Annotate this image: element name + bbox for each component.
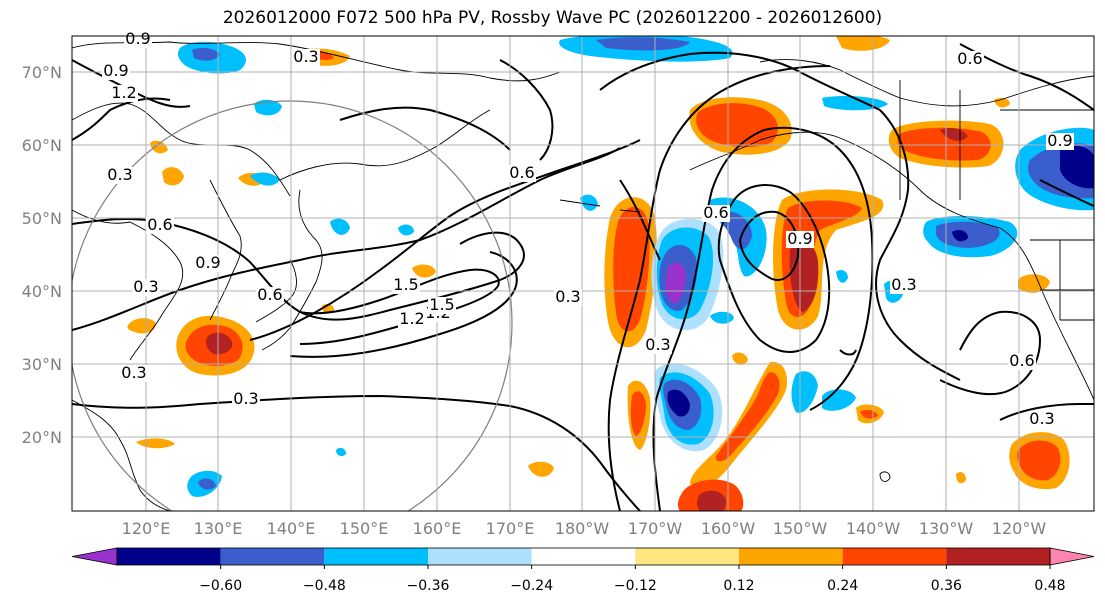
colorbar-segment — [117, 548, 221, 565]
colorbar-segment — [635, 548, 739, 565]
colorbar-segment — [739, 548, 843, 565]
latitude-label: 30°N — [22, 355, 62, 374]
contour-label: 0.6 — [957, 49, 982, 68]
colorbar-tick-label: 0.36 — [931, 578, 962, 594]
contour-label-bg — [1046, 133, 1074, 150]
longitude-label: 120°E — [122, 519, 171, 538]
colorbar-tick-label: −0.60 — [199, 578, 242, 594]
contour-label-bg — [146, 217, 174, 234]
contour-label-bg — [702, 205, 730, 222]
contour-label-bg — [120, 365, 148, 382]
latitude-labels: 70°N 60°N 50°N 40°N 30°N 20°N — [22, 63, 62, 447]
longitude-label: 170°E — [486, 519, 535, 538]
colorbar-tick-label: −0.12 — [614, 578, 657, 594]
gridlines — [72, 36, 1094, 511]
colorbar: −0.60 −0.48 −0.36 −0.24 −0.12 0.12 0.24 0.36 0.4… — [71, 547, 1095, 594]
colorbar-segment — [428, 548, 532, 565]
contour-label-bg — [106, 167, 134, 184]
contour-label-bg — [232, 391, 260, 408]
latitude-label: 60°N — [22, 136, 62, 155]
contour-label-bg — [132, 279, 160, 296]
longitude-label: 130°W — [919, 519, 974, 538]
contour-label-bg — [644, 337, 672, 354]
coastlines — [72, 41, 1094, 511]
contour-label: 0.3 — [233, 389, 258, 408]
latitude-label: 70°N — [22, 63, 62, 82]
colorbar-tick-label: −0.24 — [510, 578, 553, 594]
longitude-label: 170°W — [628, 519, 683, 538]
contour-label-bg — [124, 31, 152, 48]
contour-label: 0.6 — [703, 203, 728, 222]
contour-label: 0.6 — [509, 163, 534, 182]
contour-label: 0.9 — [103, 61, 128, 80]
contour-label-bg — [1008, 353, 1036, 370]
contour-label: 0.9 — [195, 253, 220, 272]
contour-label: 1.2 — [111, 83, 136, 102]
longitude-label: 120°W — [992, 519, 1047, 538]
contour-label-bg — [554, 289, 582, 306]
latitude-label: 20°N — [22, 428, 62, 447]
contour-label: 1.5 — [429, 295, 454, 314]
contour-label: 0.9 — [125, 29, 150, 48]
contour-label: 1.2 — [399, 309, 424, 328]
contour-label-bg — [508, 165, 536, 182]
colorbar-tick-label: 0.12 — [723, 578, 754, 594]
contour-label-bg — [786, 231, 814, 248]
contour-label-bg — [956, 51, 984, 68]
longitude-label: 150°W — [773, 519, 828, 538]
contour-label: 0.3 — [133, 277, 158, 296]
contour-label: 0.3 — [1029, 409, 1054, 428]
colorbar-segment — [531, 548, 636, 565]
contour-label: 0.9 — [1047, 131, 1072, 150]
contour-label: 0.3 — [121, 363, 146, 382]
longitude-label: 150°E — [340, 519, 389, 538]
contour-label: 0.6 — [147, 215, 172, 234]
contour-label: 0.3 — [555, 287, 580, 306]
colorbar-frame — [116, 547, 1051, 566]
colorbar-tick-label: −0.36 — [407, 578, 450, 594]
contour-label-bg — [398, 311, 426, 328]
colorbar-tick-label: 0.24 — [827, 578, 858, 594]
map-frame — [71, 35, 1095, 512]
longitude-label: 180°W — [555, 519, 610, 538]
contour-label-bg — [256, 287, 284, 304]
contour-label-bg — [102, 63, 130, 80]
contour-label-bg — [194, 255, 222, 272]
contour-label-bg — [110, 85, 138, 102]
longitude-label: 140°E — [267, 519, 316, 538]
colorbar-segment — [220, 548, 325, 565]
contour-label-bg — [428, 297, 456, 314]
pv-contours — [72, 43, 1094, 511]
colorbar-tick-label: −0.48 — [303, 578, 346, 594]
longitude-labels: 120°E 130°E 140°E 150°E 160°E 170°E 180°W 170°W… — [122, 519, 1047, 538]
contour-labels: 0.90.91.20.30.60.90.30.61.20.61.51.51.20… — [102, 29, 1074, 428]
contour-label: 0.9 — [787, 229, 812, 248]
latitude-label: 40°N — [22, 282, 62, 301]
contour-label-bg — [392, 277, 420, 294]
colorbar-segment — [946, 548, 1050, 565]
contour-label: 0.3 — [891, 275, 916, 294]
contour-label-bg — [292, 49, 320, 66]
contour-label: 0.3 — [293, 47, 318, 66]
colorbar-tick-label: 0.48 — [1034, 578, 1065, 594]
contour-label: 0.6 — [257, 285, 282, 304]
latitude-label: 50°N — [22, 209, 62, 228]
contour-label-bg — [890, 277, 918, 294]
contour-label: 0.3 — [107, 165, 132, 184]
map-title: 2026012000 F072 500 hPa PV, Rossby Wave … — [222, 8, 883, 28]
contour-label: 0.6 — [1009, 351, 1034, 370]
colorbar-min-extension — [71, 547, 118, 566]
colorbar-max-extension — [1049, 547, 1095, 566]
longitude-label: 160°E — [413, 519, 462, 538]
colorbar-segment — [324, 548, 428, 565]
colorbar-segment — [842, 548, 947, 565]
contour-label: 0.3 — [645, 335, 670, 354]
longitude-label: 130°E — [194, 519, 243, 538]
longitude-label: 140°W — [846, 519, 901, 538]
contour-label-bg — [1028, 411, 1056, 428]
contour-label: 1.5 — [393, 275, 418, 294]
reference-circle — [72, 100, 513, 511]
longitude-label: 160°W — [701, 519, 756, 538]
